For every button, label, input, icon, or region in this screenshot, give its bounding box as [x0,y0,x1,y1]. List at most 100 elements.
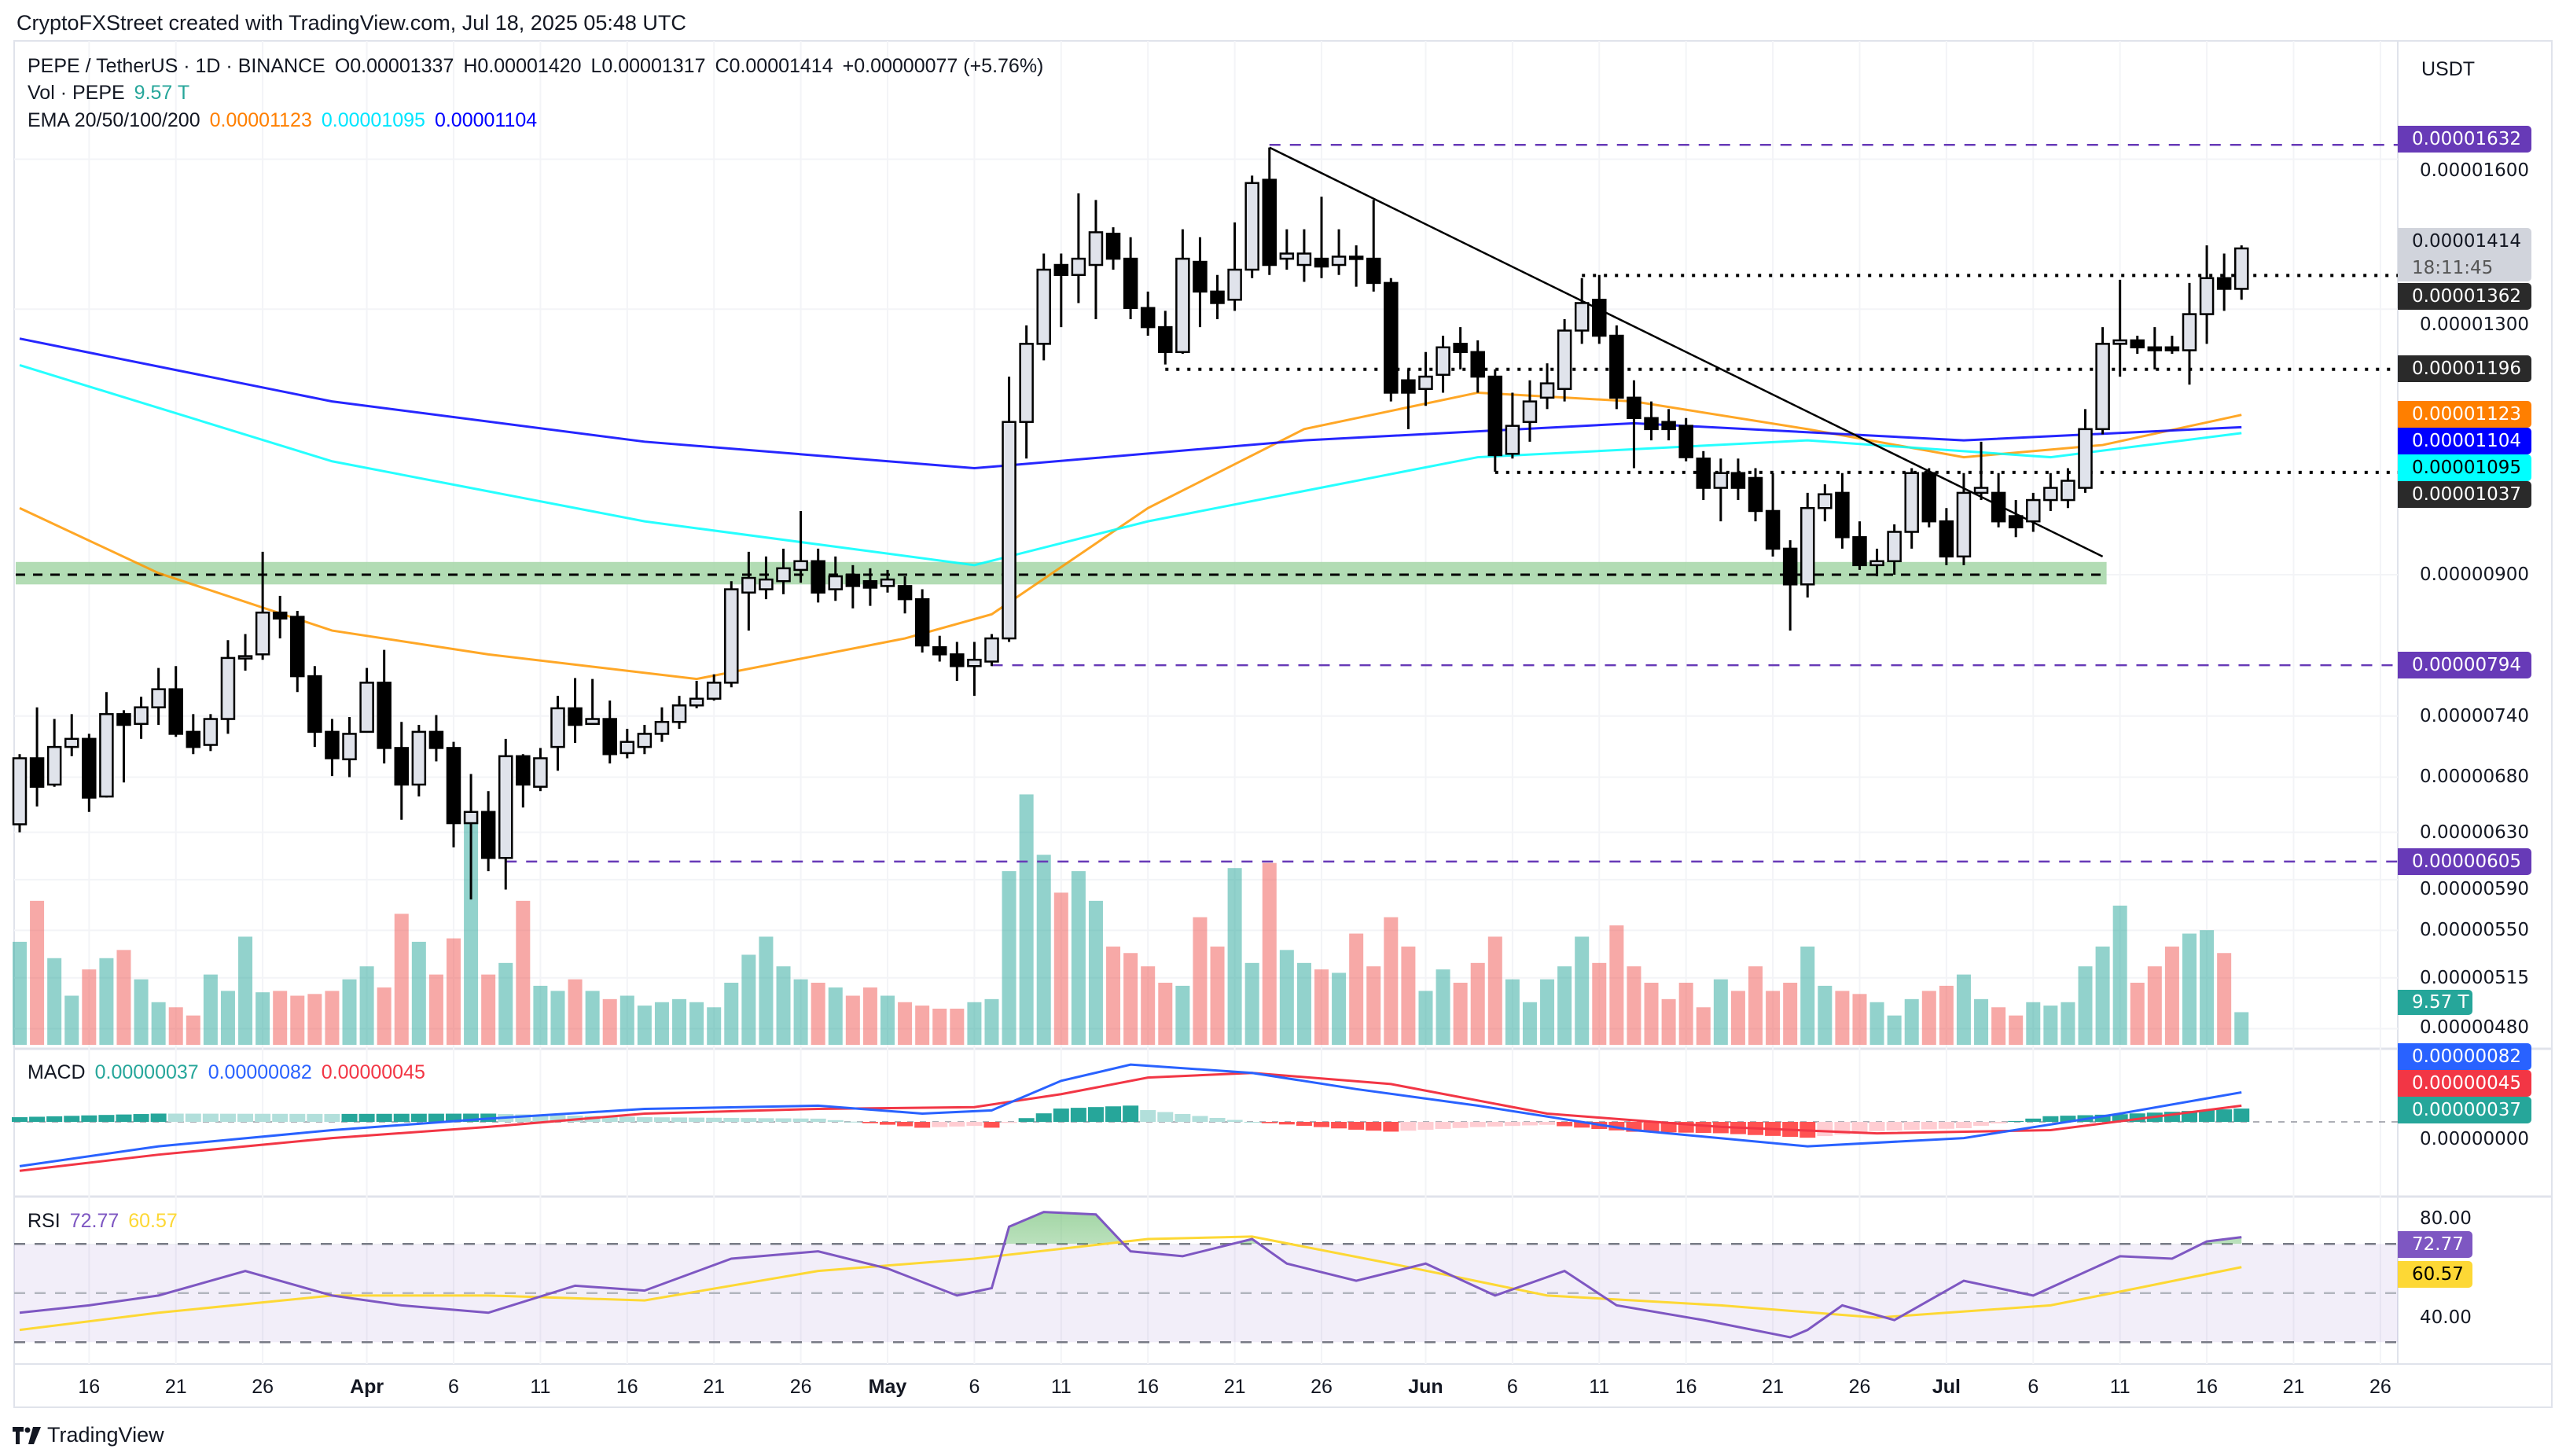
macd-histogram-bar [1851,1122,1868,1133]
macd-histogram-bar [1417,1122,1434,1131]
volume-bar [1210,947,1225,1045]
volume-bar [915,1006,930,1045]
candle-body [134,706,149,726]
macd-histogram-bar [1296,1122,1312,1126]
macd-hist-value: 0.00000037 [94,1061,199,1083]
macd-histogram-bar [1035,1113,1052,1122]
macd-histogram-bar [1521,1122,1538,1126]
candle-body [2061,480,2075,502]
candle-body [1019,343,1034,423]
volume-bar [845,995,860,1045]
candle [12,754,28,833]
rsi-line [19,1211,2242,1339]
ema-label[interactable]: EMA 20/50/100/200 [28,109,200,131]
volume-bar [2095,947,2110,1045]
macd-histogram-bar [810,1118,826,1122]
macd-histogram-bar [689,1117,705,1122]
volume-bar [2200,930,2215,1045]
volume-bar [134,979,149,1045]
volume-bar [64,995,79,1045]
volume-value: 9.57 T [134,82,190,104]
candle-body [64,737,79,748]
volume-bar [186,1015,200,1045]
currency-label[interactable]: USDT [2421,58,2476,80]
candle-body [463,811,479,825]
volume-bar [1505,979,1520,1045]
candle-body [1123,257,1138,310]
candle [134,697,149,739]
candle [1418,351,1433,406]
volume-badge: 9.57 T [2398,990,2472,1015]
macd-histogram-bar [653,1117,670,1122]
volume-bar [984,998,999,1045]
macd-histogram-bar [185,1113,201,1122]
time-tick-label: 21 [164,1376,187,1398]
candle-body [1071,257,1086,276]
volume-bar [1193,917,1208,1045]
candle-body [1262,178,1278,267]
candle-body [2026,498,2041,523]
volume-bar [1991,1007,2006,1045]
volume-bar [707,1007,722,1045]
level-badge: 0.00001037 [2398,481,2531,508]
ema-badge-cyan: 0.00001095 [2398,454,2531,481]
macd-histogram-bar [1314,1122,1329,1127]
candle [550,696,565,771]
symbol-name[interactable]: PEPE / TetherUS · 1D · BINANCE [28,55,325,77]
volume-bar [568,979,583,1045]
macd-histogram-bar [202,1113,219,1122]
candle-body [1991,491,2006,523]
candle [463,774,479,900]
volume-bar [602,998,617,1045]
candle-body [1869,560,1884,567]
candle-body [776,567,791,583]
rsi-label[interactable]: RSI [28,1210,61,1232]
price-tick-label: 0.00000590 [2420,879,2530,899]
candle-body [1418,375,1433,390]
candle-body [2216,277,2232,290]
candle [950,642,965,681]
volume-bar [550,991,565,1045]
time-tick-label: 6 [1506,1376,1518,1398]
volume-bar [741,954,756,1045]
macd-histogram-bar [966,1122,983,1127]
candle-body [2095,343,2110,431]
volume-bar [30,900,45,1045]
level-badge: 0.00001362 [2398,283,2531,310]
candle [1539,363,1555,410]
candle-body [1053,263,1069,276]
macd-histogram-bar [949,1122,965,1127]
price-tick-label: 0.00000630 [2420,822,2530,843]
volume-bar [828,987,843,1045]
candle [1366,200,1381,292]
candle-body [186,730,201,748]
macd-histogram-bar [1435,1122,1451,1129]
volume-bar [1175,985,1190,1045]
volume-bar [1956,974,1971,1045]
candle-body [359,682,374,734]
volume-bar [1887,1015,1902,1045]
candle [1348,245,1364,287]
macd-histogram-bar [307,1113,323,1122]
bar-countdown: 18:11:45 [2412,258,2494,278]
macd-histogram-bar [272,1113,289,1122]
candle-body [1331,256,1347,267]
macd-histogram-bar [2042,1116,2059,1122]
candle [862,568,878,606]
candle-body [1644,417,1659,431]
volume-label[interactable]: Vol · PEPE [28,82,125,104]
volume-bar [811,983,825,1045]
candle-body [1296,252,1312,267]
candle-body [2147,346,2163,351]
candle-body [1696,458,1711,489]
candle-body [1748,476,1763,513]
macd-label[interactable]: MACD [28,1061,86,1083]
candle [1140,291,1156,336]
candle-body [1661,421,1676,431]
candle-body [411,730,427,786]
volume-bar [464,818,479,1045]
time-tick-label: 6 [2027,1376,2039,1398]
tradingview-logo[interactable]: TradingView [13,1423,164,1447]
volume-bar [1557,966,1572,1045]
